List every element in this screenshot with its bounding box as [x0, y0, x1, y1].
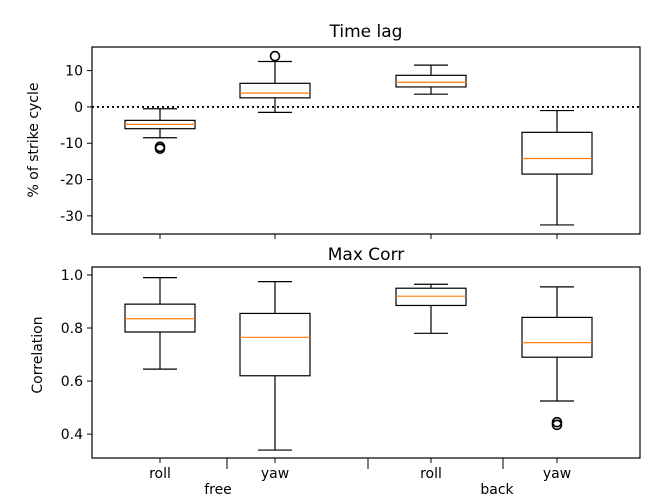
- time-lag-box-free-roll: [124, 108, 196, 154]
- time-lag-y-tick-label: -10: [60, 136, 83, 152]
- x-group-label-back: back: [480, 482, 514, 498]
- max-corr-box-back-yaw: [521, 286, 593, 431]
- time-lag-y-axis-label: % of strike cycle: [26, 83, 42, 198]
- time-lag-plot-area: 10 0 -10 -20 -30: [60, 46, 641, 239]
- time-lag-y-tick-label: 10: [65, 64, 83, 80]
- max-corr-title: Max Corr: [328, 245, 405, 265]
- max-corr-y-tick-label: 1.0: [61, 268, 83, 284]
- time-lag-box-free-yaw-outlier: [269, 50, 281, 62]
- time-lag-box-free-yaw: [239, 50, 311, 113]
- max-corr-y-tick-label: 0.6: [61, 374, 83, 390]
- time-lag-box-free-roll-outlier: [154, 143, 166, 154]
- x-tick-label: roll: [149, 466, 171, 482]
- max-corr-panel: Max Corr Correlation 1.0 0.8 0.6 0.4: [30, 245, 641, 463]
- max-corr-box-back-roll: [395, 283, 467, 334]
- max-corr-y-tick-label: 0.8: [61, 321, 83, 337]
- max-corr-axes-frame: [91, 266, 641, 459]
- x-tick-label: yaw: [261, 466, 289, 482]
- time-lag-title: Time lag: [329, 22, 403, 42]
- max-corr-box-back-yaw-iqr-box: [521, 316, 593, 358]
- time-lag-y-tick-label: -30: [60, 209, 83, 225]
- time-lag-box-back-roll-iqr-box: [395, 74, 467, 88]
- time-lag-panel: Time lag % of strike cycle 10 0 -10 -20 -30: [26, 22, 641, 239]
- time-lag-y-tick-label: -20: [60, 173, 83, 189]
- time-lag-axes-frame: [91, 46, 641, 235]
- time-lag-box-back-yaw: [521, 109, 593, 226]
- max-corr-box-free-yaw-iqr-box: [239, 312, 311, 377]
- time-lag-box-free-yaw-iqr-box: [239, 82, 311, 99]
- x-tick-label: yaw: [543, 466, 571, 482]
- time-lag-y-tick-label: 0: [74, 100, 83, 116]
- x-tick-label: roll: [420, 466, 442, 482]
- max-corr-plot-area: 1.0 0.8 0.6 0.4: [61, 266, 641, 463]
- max-corr-box-back-roll-iqr-box: [395, 287, 467, 307]
- max-corr-y-axis-label: Correlation: [30, 316, 46, 393]
- max-corr-box-free-roll-iqr-box: [124, 303, 196, 333]
- time-lag-box-back-roll: [395, 64, 467, 95]
- max-corr-box-free-roll: [124, 277, 196, 370]
- x-group-label-free: free: [204, 482, 232, 498]
- max-corr-box-free-yaw: [239, 280, 311, 451]
- max-corr-y-tick-label: 0.4: [61, 427, 83, 443]
- shared-x-axis: roll yaw roll yaw free back: [149, 458, 571, 498]
- max-corr-box-back-yaw-outlier: [551, 419, 563, 431]
- time-lag-box-back-yaw-iqr-box: [521, 131, 593, 175]
